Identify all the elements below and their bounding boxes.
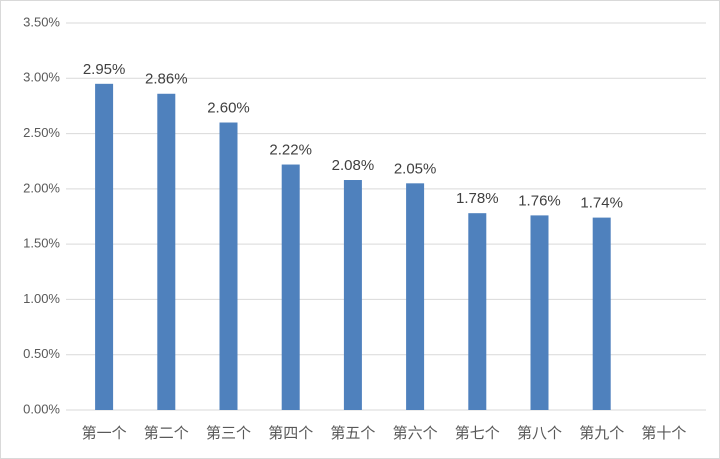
bar bbox=[95, 83, 114, 411]
value-label: 2.60% bbox=[207, 99, 250, 116]
x-tick-label: 第五个 bbox=[330, 424, 375, 442]
y-tick-label: 3.50% bbox=[23, 14, 60, 29]
bar bbox=[157, 93, 176, 410]
bar bbox=[219, 122, 238, 410]
x-tick-label: 第二个 bbox=[144, 424, 189, 442]
bar bbox=[592, 217, 611, 410]
value-label: 1.78% bbox=[456, 190, 499, 207]
x-tick-label: 第一个 bbox=[82, 424, 127, 442]
bar bbox=[468, 213, 487, 410]
y-tick-label: 1.00% bbox=[23, 291, 60, 306]
value-label: 1.76% bbox=[518, 192, 561, 209]
x-tick-label: 第六个 bbox=[393, 424, 438, 442]
y-tick-label: 0.50% bbox=[23, 346, 60, 361]
bar bbox=[406, 183, 425, 410]
value-label: 2.05% bbox=[394, 160, 437, 177]
y-tick-label: 0.00% bbox=[23, 401, 60, 416]
bar bbox=[530, 215, 549, 410]
y-tick-label: 2.00% bbox=[23, 180, 60, 195]
value-label: 2.22% bbox=[269, 142, 312, 159]
x-tick-label: 第八个 bbox=[517, 424, 562, 442]
x-tick-label: 第七个 bbox=[455, 424, 500, 442]
value-label: 1.74% bbox=[580, 195, 623, 212]
value-label: 2.86% bbox=[145, 71, 188, 88]
x-tick-label: 第十个 bbox=[641, 424, 686, 442]
y-tick-label: 1.50% bbox=[23, 236, 60, 251]
x-tick-label: 第四个 bbox=[268, 424, 313, 442]
x-tick-label: 第三个 bbox=[206, 424, 251, 442]
value-label: 2.08% bbox=[332, 157, 375, 174]
y-tick-label: 3.00% bbox=[23, 70, 60, 85]
value-label: 2.95% bbox=[83, 61, 126, 78]
bar bbox=[281, 164, 300, 410]
bar bbox=[343, 180, 362, 410]
x-tick-label: 第九个 bbox=[579, 424, 624, 442]
y-tick-label: 2.50% bbox=[23, 125, 60, 140]
